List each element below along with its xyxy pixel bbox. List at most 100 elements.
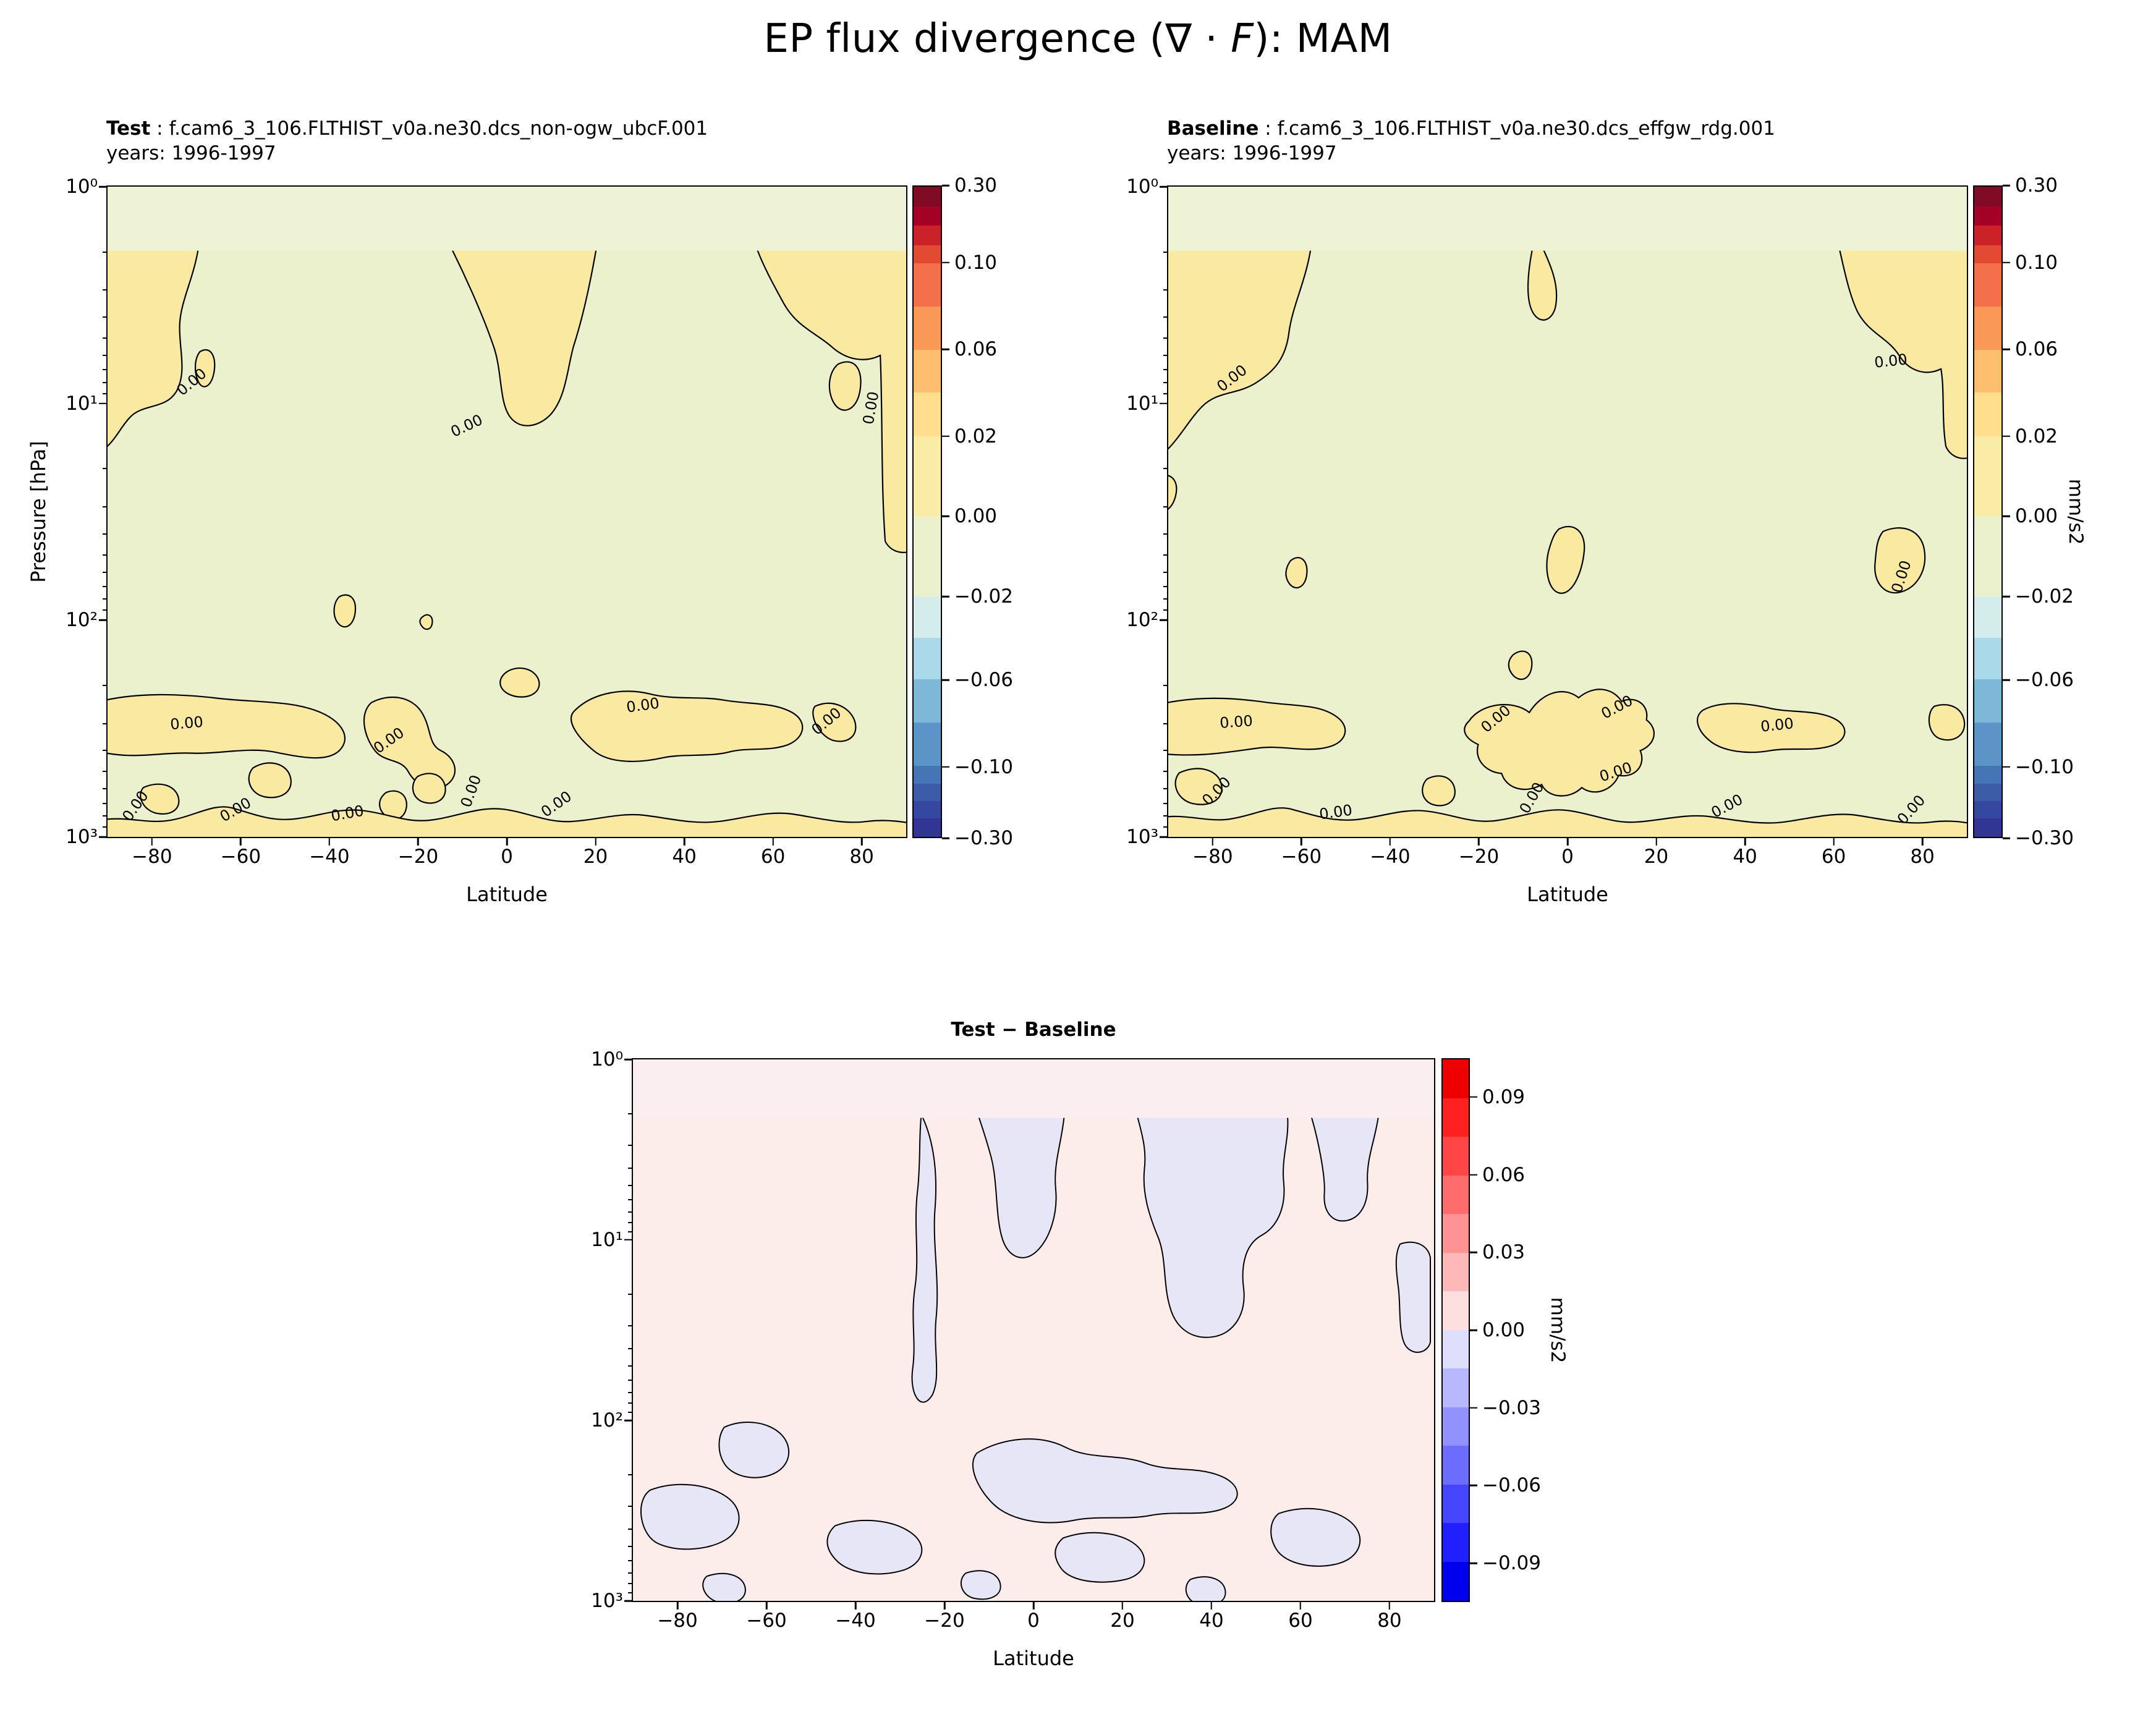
y-minor-tick-mark <box>1163 598 1168 600</box>
colorbar-segment <box>1443 1368 1469 1407</box>
colorbar-segment <box>914 766 941 784</box>
colorbar-segment <box>914 306 941 350</box>
colorbar-tick-mark <box>2003 679 2010 681</box>
colorbar-segment <box>1974 392 2001 436</box>
colorbar-tick-label: 0.06 <box>954 338 998 361</box>
colorbar-tick-mark <box>1470 1562 1477 1564</box>
colorbar-segment <box>1443 1214 1469 1253</box>
positive-anomaly-regions <box>108 250 906 837</box>
y-tick-label: 10⁰ <box>1126 176 1158 198</box>
colorbar-tick-mark <box>2003 348 2010 350</box>
x-tick-mark <box>1478 837 1480 846</box>
test-contour-field <box>108 187 906 837</box>
colorbar-tick-label: −0.02 <box>954 585 1013 608</box>
y-minor-tick-mark <box>628 1211 633 1213</box>
colorbar-tick-mark <box>942 515 949 517</box>
x-tick-label: −40 <box>1370 846 1411 868</box>
y-minor-tick-mark <box>1163 533 1168 535</box>
positive-anomaly-regions <box>1168 250 1967 837</box>
figure-title-prefix: EP flux divergence (∇ ⋅ <box>763 16 1231 62</box>
x-tick-mark <box>1299 1601 1302 1609</box>
test-yaxis-label: Pressure [hPa] <box>27 441 50 583</box>
colorbar-segment <box>1974 800 2001 819</box>
baseline-contour-field <box>1168 187 1967 837</box>
y-tick-label: 10³ <box>1126 826 1158 848</box>
y-minor-tick-mark <box>103 802 108 804</box>
colorbar-tick-mark <box>942 766 949 768</box>
x-tick-mark <box>417 837 419 846</box>
y-tick-mark <box>624 1419 633 1422</box>
y-minor-tick-mark <box>628 1402 633 1404</box>
y-tick-mark <box>1160 619 1168 621</box>
y-tick-label: 10¹ <box>591 1228 623 1251</box>
x-tick-label: −80 <box>132 846 172 868</box>
y-minor-tick-mark <box>103 533 108 535</box>
x-tick-label: 0 <box>501 846 513 868</box>
colorbar-tick-mark <box>942 596 949 598</box>
x-tick-mark <box>860 837 863 846</box>
colorbar-tick-mark <box>942 348 949 350</box>
x-tick-mark <box>943 1601 946 1609</box>
colorbar-segment <box>914 722 941 766</box>
colorbar-segment <box>1974 596 2001 638</box>
colorbar-tick-label: −0.09 <box>1482 1552 1541 1575</box>
y-minor-tick-mark <box>1163 554 1168 556</box>
colorbar-tick-label: −0.02 <box>2015 585 2074 608</box>
colorbar-segment <box>914 818 941 837</box>
y-minor-tick-mark <box>103 598 108 600</box>
y-minor-tick-mark <box>103 369 108 371</box>
colorbar-tick-label: −0.06 <box>2015 669 2074 692</box>
x-tick-label: 20 <box>1644 846 1669 868</box>
y-minor-tick-mark <box>1163 506 1168 507</box>
y-minor-tick-mark <box>103 586 108 587</box>
y-tick-label: 10¹ <box>66 392 98 415</box>
y-tick-mark <box>1160 402 1168 404</box>
y-tick-mark <box>624 1600 633 1602</box>
field-top-strip <box>633 1059 1434 1118</box>
y-minor-tick-mark <box>1163 316 1168 318</box>
y-minor-tick-mark <box>628 1113 633 1114</box>
y-tick-mark <box>99 619 108 621</box>
y-tick-label: 10⁰ <box>66 176 98 198</box>
test-title-bold: Test <box>106 117 151 140</box>
y-minor-tick-mark <box>628 1582 633 1584</box>
colorbar-tick-mark <box>2003 435 2010 437</box>
x-tick-mark <box>328 837 331 846</box>
x-tick-mark <box>151 837 153 846</box>
colorbar-tick-label: −0.10 <box>954 755 1013 778</box>
x-tick-mark <box>1212 837 1214 846</box>
colorbar-tick-mark <box>2003 261 2010 263</box>
y-minor-tick-mark <box>103 392 108 394</box>
x-tick-mark <box>1301 837 1302 846</box>
colorbar-segment <box>914 206 941 226</box>
field-top-strip <box>108 187 906 251</box>
colorbar-segment <box>1443 1137 1469 1176</box>
test-panel-title: Test : f.cam6_3_106.FLTHIST_v0a.ne30.dcs… <box>106 116 708 166</box>
colorbar-tick-label: −0.10 <box>2015 755 2074 778</box>
colorbar-tick-label: −0.06 <box>954 669 1013 692</box>
test-contour-plot: 0.00 0.00 0.00 0.00 0.00 0.00 0.00 0.00 0.00 0.00… <box>66 176 907 868</box>
y-minor-tick-mark <box>628 1145 633 1147</box>
y-minor-tick-mark <box>103 826 108 828</box>
y-minor-tick-mark <box>1163 750 1168 752</box>
colorbar-segment <box>914 392 941 436</box>
colorbar-segment <box>914 349 941 393</box>
colorbar-segment <box>1974 637 2001 680</box>
y-tick-mark <box>624 1058 633 1061</box>
x-tick-mark <box>1121 1601 1124 1609</box>
y-minor-tick-mark <box>103 251 108 253</box>
colorbar-segment <box>914 245 941 264</box>
colorbar-tick-mark <box>2003 596 2010 598</box>
x-tick-label: 20 <box>583 846 608 868</box>
x-tick-label: 40 <box>1199 1609 1224 1632</box>
y-minor-tick-mark <box>628 1347 633 1349</box>
x-tick-mark <box>1388 1601 1391 1609</box>
x-tick-mark <box>1744 837 1746 846</box>
colorbar-segment <box>1974 349 2001 393</box>
x-tick-label: 80 <box>849 846 874 868</box>
colorbar-tick-mark <box>2003 766 2010 768</box>
baseline-title-years: years: 1996-1997 <box>1167 142 1337 164</box>
y-minor-tick-mark <box>628 1572 633 1574</box>
colorbar-segment <box>914 187 941 206</box>
y-minor-tick-mark <box>628 1231 633 1232</box>
